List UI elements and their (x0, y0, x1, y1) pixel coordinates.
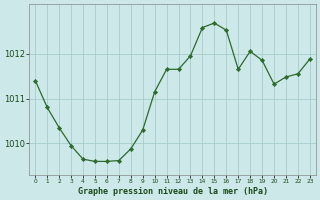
X-axis label: Graphe pression niveau de la mer (hPa): Graphe pression niveau de la mer (hPa) (77, 187, 268, 196)
